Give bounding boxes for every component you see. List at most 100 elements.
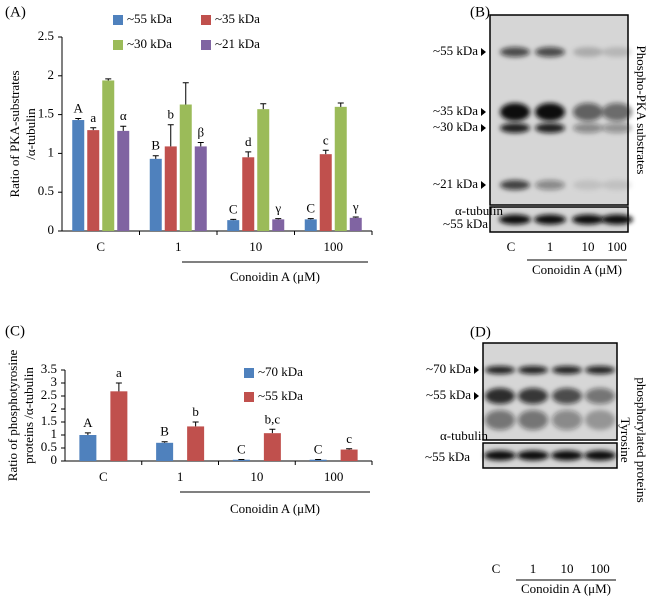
- error-bar: [260, 104, 266, 109]
- x-axis-label: Conoidin A (μM): [532, 262, 622, 277]
- tubulin-band: [484, 451, 516, 461]
- y-axis-label: Ratio of phosphotyrosine: [5, 350, 20, 482]
- bar: [350, 218, 362, 231]
- error-bar: [153, 156, 159, 159]
- y-tick-label: 3: [51, 374, 58, 389]
- error-bar: [269, 429, 275, 433]
- error-bar: [120, 126, 126, 131]
- bar: [72, 120, 84, 231]
- x-tick-label: C: [99, 469, 108, 484]
- lane-label: C: [492, 561, 501, 576]
- error-bar: [308, 219, 314, 220]
- y-tick-label: 2: [48, 67, 55, 82]
- tubulin-band: [572, 215, 604, 225]
- bar: [341, 450, 358, 461]
- side-label: Phospho-PKA substrates: [634, 46, 649, 175]
- blot-band: [573, 103, 603, 121]
- bar: [180, 105, 192, 231]
- error-bar: [162, 442, 168, 443]
- blot-band: [585, 366, 615, 374]
- band-marker: [474, 392, 479, 400]
- blot-band: [485, 366, 515, 374]
- x-tick-label: 1: [177, 469, 184, 484]
- blot-band: [500, 103, 530, 121]
- error-bar: [85, 433, 91, 435]
- y-tick-label: 3.5: [41, 361, 57, 376]
- band-label: ~21 kDa: [433, 176, 478, 191]
- panel-label: (B): [470, 4, 490, 20]
- legend-swatch: [244, 392, 254, 402]
- blot-band: [602, 123, 632, 133]
- significance-letter: C: [306, 201, 315, 216]
- x-tick-label: C: [96, 239, 105, 254]
- blot-band: [585, 410, 615, 430]
- tubulin-band: [551, 451, 583, 461]
- blot-band: [500, 123, 530, 133]
- band-marker: [481, 124, 486, 132]
- band-label: ~30 kDa: [433, 119, 478, 134]
- blot-band: [573, 180, 603, 190]
- significance-letter: B: [160, 424, 169, 439]
- error-bar: [198, 143, 204, 147]
- legend-swatch: [201, 40, 211, 50]
- blot-band: [602, 47, 632, 57]
- lane-label: 100: [607, 239, 627, 254]
- bar: [195, 146, 207, 231]
- x-axis-label: Conoidin A (μM): [521, 581, 611, 596]
- error-bar: [275, 219, 281, 220]
- error-bar: [346, 449, 352, 450]
- bar: [110, 391, 127, 461]
- legend-swatch: [244, 368, 254, 378]
- legend-swatch: [113, 40, 123, 50]
- significance-letter: A: [74, 100, 84, 115]
- lane-label: 10: [561, 561, 574, 576]
- significance-letter: C: [314, 441, 323, 456]
- bar: [257, 109, 269, 231]
- band-label: ~55 kDa: [433, 43, 478, 58]
- error-bar: [338, 103, 344, 107]
- tubulin-band: [517, 451, 549, 461]
- x-tick-label: 10: [250, 469, 263, 484]
- y-tick-label: 2: [51, 400, 58, 415]
- band-marker: [481, 48, 486, 56]
- panel-label: (A): [5, 4, 26, 20]
- side-label: Tyrosine: [618, 417, 633, 463]
- significance-letter: b: [192, 404, 199, 419]
- bar: [87, 130, 99, 231]
- legend-label: ~55 kDa: [127, 11, 172, 26]
- significance-letter: c: [346, 431, 352, 446]
- y-tick-label: 0.5: [41, 439, 57, 454]
- lane-label: C: [507, 239, 516, 254]
- blot-band: [535, 103, 565, 121]
- x-axis-label: Conoidin A (μM): [230, 269, 320, 284]
- bar: [150, 159, 162, 231]
- blot-band: [485, 410, 515, 430]
- y-tick-label: 2.5: [38, 28, 54, 43]
- bar: [264, 433, 281, 461]
- lane-label: 1: [530, 561, 537, 576]
- side-label: phosphorylated proteins: [634, 377, 649, 502]
- y-tick-label: 1.5: [38, 106, 54, 121]
- y-axis-label: proteins /α-tubulin: [21, 367, 36, 464]
- tubulin-band: [534, 215, 566, 225]
- error-bar: [168, 125, 174, 147]
- error-bar: [183, 83, 189, 105]
- error-bar: [193, 422, 199, 426]
- bar: [102, 80, 114, 231]
- blot-band: [500, 47, 530, 57]
- lane-label: 10: [582, 239, 595, 254]
- band-label: ~35 kDa: [433, 103, 478, 118]
- significance-letter: C: [229, 201, 238, 216]
- tubulin-band: [584, 451, 616, 461]
- legend-label: ~35 kDa: [215, 11, 260, 26]
- x-tick-label: 100: [324, 239, 344, 254]
- error-bar: [105, 79, 111, 81]
- band-marker: [481, 108, 486, 116]
- y-tick-label: 0: [48, 222, 55, 237]
- legend-label: ~55 kDa: [258, 388, 303, 403]
- error-bar: [353, 217, 359, 218]
- band-marker: [474, 366, 479, 374]
- error-bar: [90, 128, 96, 130]
- bar: [156, 443, 173, 461]
- y-tick-label: 1: [51, 426, 58, 441]
